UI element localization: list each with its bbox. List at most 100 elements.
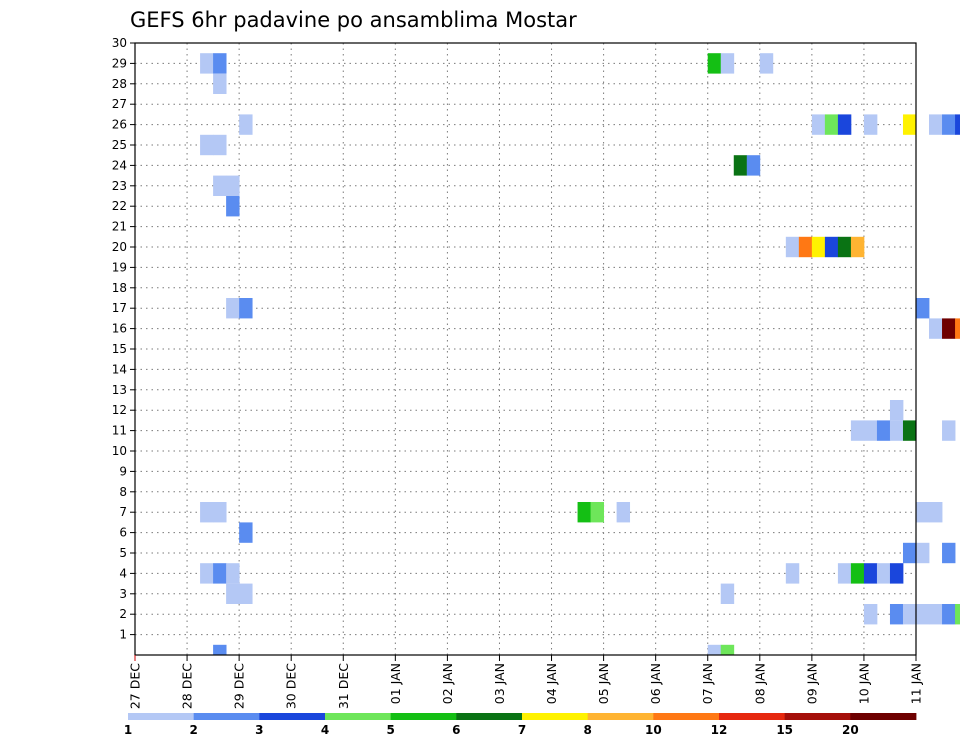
x-tick-label: 03 JAN <box>492 663 507 704</box>
precip-cell <box>916 542 930 564</box>
precip-cell <box>239 298 253 319</box>
precip-cell <box>720 53 735 74</box>
y-tick-label: 22 <box>112 199 127 213</box>
precip-cell <box>824 236 839 258</box>
colorbar: 1 2 3 4 5 6 7 8 10 12 15 20 <box>124 713 917 737</box>
precip-cell <box>850 563 865 584</box>
precip-cell <box>811 236 826 258</box>
precip-cell <box>798 236 813 258</box>
y-axis: 1234567891011121314151617181920212223242… <box>112 36 135 642</box>
precip-cell <box>785 236 800 258</box>
colorbar-label: 2 <box>189 723 197 737</box>
precip-cell <box>720 583 735 604</box>
y-tick-label: 30 <box>112 36 127 50</box>
precip-cell <box>226 298 240 319</box>
y-tick-label: 1 <box>119 628 127 642</box>
x-tick-label: 05 JAN <box>596 663 611 704</box>
precip-cell <box>213 53 227 74</box>
x-tick-label: 07 JAN <box>700 663 715 704</box>
precip-cell <box>876 420 891 441</box>
colorbar-segment <box>193 713 260 720</box>
precip-cell <box>213 502 227 523</box>
precip-cell <box>239 583 253 604</box>
colorbar-segment <box>259 713 326 720</box>
precip-cell <box>837 236 852 258</box>
colorbar-label: 6 <box>452 723 460 737</box>
cell-layer <box>200 53 960 655</box>
precip-cell <box>200 53 214 74</box>
colorbar-label: 1 <box>124 723 132 737</box>
precip-cell <box>213 563 227 584</box>
y-tick-label: 6 <box>119 526 127 540</box>
y-tick-label: 8 <box>119 485 127 499</box>
precip-cell <box>850 236 865 258</box>
y-tick-label: 12 <box>112 403 127 417</box>
y-tick-label: 7 <box>119 505 127 519</box>
precip-cell <box>746 155 761 176</box>
x-tick-label: 11 JAN <box>909 663 924 704</box>
precip-cell <box>942 604 956 625</box>
precip-cell <box>707 53 722 74</box>
precip-cell <box>863 563 878 584</box>
precip-cell <box>213 644 227 655</box>
y-tick-label: 10 <box>112 444 127 458</box>
y-tick-label: 18 <box>112 281 127 295</box>
colorbar-segment <box>653 713 720 720</box>
precip-cell <box>226 175 240 196</box>
y-tick-label: 26 <box>112 118 127 132</box>
precip-cell <box>785 563 800 584</box>
colorbar-segment <box>325 713 392 720</box>
colorbar-segment <box>522 713 589 720</box>
x-tick-label: 28 DEC <box>180 663 195 709</box>
chart-title: GEFS 6hr padavine po ansamblima Mostar <box>130 8 577 32</box>
precip-cell <box>226 583 240 604</box>
precip-cell <box>889 563 904 584</box>
colorbar-label: 4 <box>321 723 329 737</box>
x-tick-label: 08 JAN <box>752 663 767 704</box>
precip-cell <box>863 420 878 441</box>
y-tick-label: 29 <box>112 56 127 70</box>
precip-cell <box>902 114 917 135</box>
colorbar-label: 10 <box>645 723 662 737</box>
x-tick-label: 06 JAN <box>648 663 663 704</box>
precip-cell <box>955 318 960 339</box>
precip-cell <box>213 73 227 94</box>
precip-cell <box>902 542 917 564</box>
x-tick-label: 01 JAN <box>388 663 403 704</box>
precip-cell <box>200 502 214 523</box>
y-tick-label: 14 <box>112 362 127 376</box>
precip-cell <box>916 298 930 319</box>
y-tick-label: 15 <box>112 342 127 356</box>
precip-cell <box>916 604 930 625</box>
precip-cell <box>720 644 735 655</box>
precip-cell <box>863 114 878 135</box>
precip-cell <box>213 134 227 156</box>
y-tick-label: 3 <box>119 587 127 601</box>
precip-cell <box>226 563 240 584</box>
colorbar-label: 20 <box>842 723 859 737</box>
precip-cell <box>200 563 214 584</box>
precip-cell <box>759 53 774 74</box>
precip-cell <box>616 502 631 523</box>
colorbar-label: 8 <box>583 723 591 737</box>
precip-cell <box>733 155 748 176</box>
precip-cell <box>837 563 852 584</box>
precip-cell <box>955 604 960 625</box>
y-tick-label: 20 <box>112 240 127 254</box>
x-tick-label: 27 DEC <box>128 663 143 709</box>
y-tick-label: 24 <box>112 158 127 172</box>
precip-cell <box>902 604 917 625</box>
precip-cell <box>239 522 253 543</box>
precip-cell <box>929 114 943 135</box>
y-tick-label: 13 <box>112 383 127 397</box>
x-tick-label: 04 JAN <box>544 663 559 704</box>
precip-cell <box>811 114 826 135</box>
precip-cell <box>916 502 930 523</box>
precip-cell <box>942 114 956 135</box>
precip-cell <box>590 502 604 523</box>
colorbar-segment <box>390 713 457 720</box>
colorbar-label: 7 <box>518 723 526 737</box>
y-tick-label: 17 <box>112 301 127 315</box>
precip-cell <box>213 175 227 196</box>
precip-cell <box>929 502 943 523</box>
